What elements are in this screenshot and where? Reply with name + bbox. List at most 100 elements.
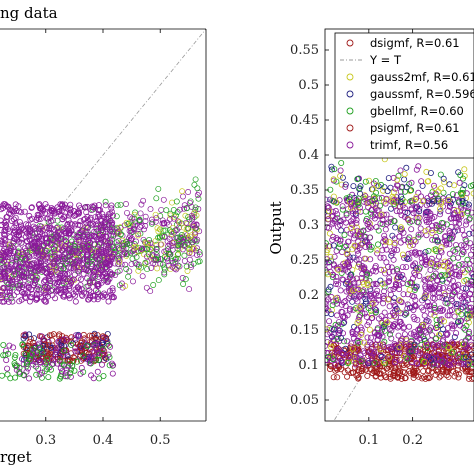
- left-scatter-point: [36, 252, 43, 259]
- left-scatter-point: [45, 293, 52, 300]
- left-scatter-point: [26, 212, 33, 219]
- left-scatter-point: [40, 242, 47, 249]
- right-scatter-point: [354, 243, 361, 250]
- left-scatter-point: [155, 277, 162, 284]
- right-scatter-point: [354, 247, 361, 254]
- right-scatter-point: [467, 265, 474, 272]
- left-scatter-point: [95, 282, 102, 289]
- right-scatter-point: [392, 224, 399, 231]
- right-scatter-point: [362, 193, 369, 200]
- right-scatter-point: [396, 282, 403, 289]
- left-scatter-point: [61, 347, 68, 354]
- left-scatter-point: [41, 368, 48, 375]
- right-scatter-point: [342, 181, 349, 188]
- right-scatter-point: [350, 354, 357, 361]
- left-scatter-point: [17, 255, 24, 262]
- left-scatter-point: [142, 213, 149, 220]
- right-scatter-point: [337, 287, 344, 294]
- left-scatter-point: [77, 370, 84, 377]
- left-scatter-point: [18, 225, 25, 232]
- right-scatter-point: [358, 368, 365, 375]
- left-scatter-point: [5, 350, 12, 357]
- right-scatter-point: [441, 179, 448, 186]
- right-scatter-point: [360, 339, 367, 346]
- right-scatter-point: [397, 224, 404, 231]
- left-scatter-point: [175, 262, 182, 269]
- right-scatter-point: [355, 195, 362, 202]
- left-scatter-point: [18, 288, 25, 295]
- right-scatter-point: [355, 279, 362, 286]
- left-scatter-point: [72, 292, 79, 299]
- right-scatter-point: [460, 361, 467, 368]
- left-scatter-point: [45, 374, 52, 381]
- right-scatter-point: [357, 183, 364, 190]
- left-panel-title: ng data: [0, 4, 58, 22]
- right-scatter-point: [360, 198, 367, 205]
- right-scatter-point: [355, 316, 362, 323]
- right-scatter-point: [455, 371, 462, 378]
- right-scatter-point: [359, 270, 366, 277]
- left-scatter-point: [20, 371, 27, 378]
- left-scatter-point: [153, 246, 160, 253]
- right-scatter-point: [345, 261, 352, 268]
- left-scatter-point: [167, 251, 174, 258]
- right-scatter-point: [387, 219, 394, 226]
- left-scatter-point: [145, 251, 152, 258]
- right-scatter-point: [380, 300, 387, 307]
- right-scatter-point: [446, 181, 453, 188]
- left-scatter-point: [11, 224, 18, 231]
- left-scatter-point: [52, 349, 59, 356]
- right-scatter-point: [389, 322, 396, 329]
- right-scatter-point: [421, 358, 428, 365]
- right-scatter-point: [455, 213, 462, 220]
- right-scatter-point: [347, 343, 354, 350]
- left-scatter-point: [36, 205, 43, 212]
- right-scatter-point: [374, 250, 381, 257]
- left-scatter-point: [80, 352, 87, 359]
- right-scatter-point: [415, 250, 422, 257]
- right-scatter-point: [400, 229, 407, 236]
- left-scatter-point: [0, 273, 4, 280]
- left-scatter-point: [167, 210, 174, 217]
- left-scatter-point: [4, 365, 11, 372]
- right-scatter-point: [446, 241, 453, 248]
- right-scatter-point: [344, 258, 351, 265]
- right-scatter-point: [459, 200, 466, 207]
- right-scatter-point: [411, 197, 418, 204]
- right-scatter-point: [344, 367, 351, 374]
- left-scatter-point: [92, 234, 99, 241]
- left-scatter-point: [95, 273, 102, 280]
- left-scatter-point: [123, 251, 130, 258]
- right-scatter-point: [444, 300, 451, 307]
- right-scatter-point: [380, 323, 387, 330]
- left-scatter-point: [109, 271, 116, 278]
- right-scatter-point: [383, 220, 390, 227]
- right-scatter-point: [354, 176, 361, 183]
- right-scatter-point: [422, 211, 429, 218]
- left-scatter-point: [196, 249, 203, 256]
- left-scatter-point: [120, 243, 127, 249]
- left-scatter-point: [51, 242, 58, 249]
- right-scatter-point: [325, 357, 331, 364]
- left-scatter-point: [10, 268, 17, 275]
- left-scatter-point: [0, 292, 4, 298]
- left-scatter-point: [60, 254, 67, 261]
- right-scatter-point: [470, 230, 474, 237]
- left-scatter-point: [139, 245, 146, 252]
- left-scatter-point: [12, 374, 19, 381]
- left-scatter-point: [99, 226, 106, 233]
- left-scatter-point: [60, 213, 67, 220]
- left-scatter-point: [28, 242, 35, 249]
- right-scatter-point: [403, 164, 410, 171]
- right-scatter-point: [391, 218, 398, 225]
- left-scatter-point: [4, 371, 11, 378]
- left-scatter-point: [48, 271, 55, 278]
- left-scatter-point: [28, 204, 35, 211]
- right-scatter-point: [449, 322, 456, 329]
- right-scatter-point: [396, 344, 403, 351]
- right-scatter-point: [325, 256, 331, 263]
- right-scatter-point: [349, 369, 356, 376]
- right-scatter-point: [328, 333, 335, 340]
- right-scatter-point: [332, 280, 339, 287]
- right-scatter-point: [460, 293, 467, 300]
